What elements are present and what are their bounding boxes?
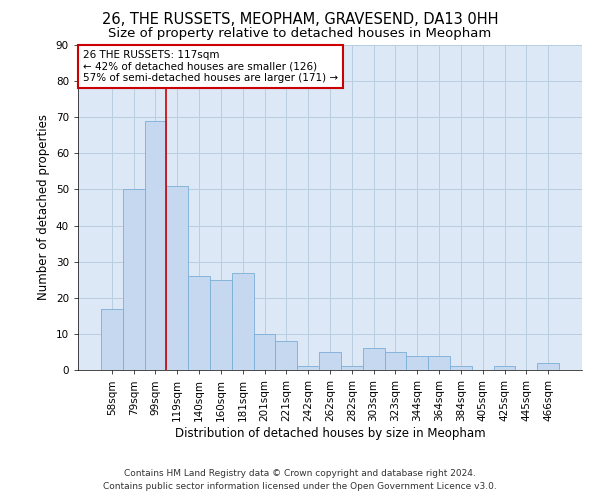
Y-axis label: Number of detached properties: Number of detached properties: [37, 114, 50, 300]
X-axis label: Distribution of detached houses by size in Meopham: Distribution of detached houses by size …: [175, 426, 485, 440]
Bar: [123, 190, 145, 370]
Bar: [101, 308, 123, 370]
Bar: [210, 280, 232, 370]
Bar: [450, 366, 472, 370]
Bar: [537, 363, 559, 370]
Bar: [232, 272, 254, 370]
Bar: [428, 356, 450, 370]
Bar: [385, 352, 406, 370]
Bar: [406, 356, 428, 370]
Bar: [341, 366, 363, 370]
Bar: [319, 352, 341, 370]
Bar: [166, 186, 188, 370]
Text: Size of property relative to detached houses in Meopham: Size of property relative to detached ho…: [109, 28, 491, 40]
Bar: [297, 366, 319, 370]
Bar: [363, 348, 385, 370]
Text: 26 THE RUSSETS: 117sqm
← 42% of detached houses are smaller (126)
57% of semi-de: 26 THE RUSSETS: 117sqm ← 42% of detached…: [83, 50, 338, 83]
Text: Contains HM Land Registry data © Crown copyright and database right 2024.
Contai: Contains HM Land Registry data © Crown c…: [103, 470, 497, 491]
Bar: [494, 366, 515, 370]
Bar: [254, 334, 275, 370]
Bar: [188, 276, 210, 370]
Bar: [275, 341, 297, 370]
Bar: [145, 121, 166, 370]
Text: 26, THE RUSSETS, MEOPHAM, GRAVESEND, DA13 0HH: 26, THE RUSSETS, MEOPHAM, GRAVESEND, DA1…: [102, 12, 498, 28]
